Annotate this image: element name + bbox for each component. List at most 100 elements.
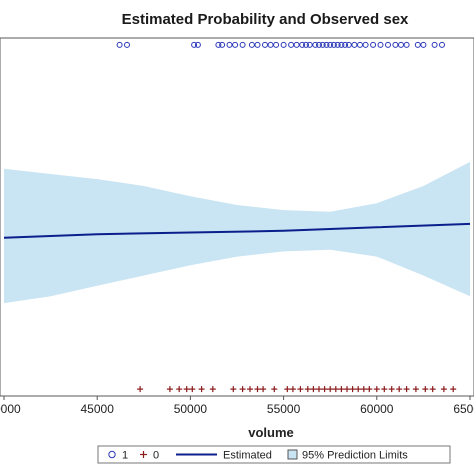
observed-1-point	[342, 41, 349, 48]
legend-label-1: 1	[122, 450, 128, 462]
legend-box-icon	[287, 449, 298, 460]
observed-1-point	[357, 41, 363, 48]
observed-0-point	[381, 386, 388, 393]
observed-0-point	[332, 386, 339, 393]
observed-0-point	[297, 386, 304, 393]
observed-0-point	[260, 386, 267, 393]
observed-1-point	[330, 41, 337, 48]
observed-0-point	[239, 386, 246, 393]
observed-0-point	[304, 386, 311, 393]
observed-0-point	[176, 386, 183, 393]
observed-0-point	[355, 386, 362, 393]
observed-0-point	[247, 386, 253, 393]
observed-1-point	[262, 41, 268, 48]
observed-0-point	[271, 386, 278, 393]
legend-box	[97, 445, 451, 464]
observed-1-point	[306, 41, 313, 48]
observed-1-point	[414, 41, 421, 48]
x-tick-label: 50000	[174, 402, 208, 416]
x-axis-ticks: 40000 45000 50000 55000 60000 65000	[0, 396, 474, 416]
observed-1-point	[124, 41, 130, 48]
observed-0-point	[327, 386, 334, 393]
observed-0-point	[254, 386, 261, 393]
estimated-line	[3, 222, 471, 239]
x-tick-label: 40000	[0, 402, 21, 416]
observed-1-point	[323, 41, 330, 48]
x-tick-label: 45000	[81, 402, 115, 416]
observed-1-point	[351, 41, 358, 48]
observed-0-point	[440, 386, 447, 393]
observed-1-point	[191, 41, 198, 48]
observed-1-points	[116, 41, 445, 48]
observed-1-point	[254, 41, 261, 48]
observed-0-point	[373, 386, 380, 393]
observed-0-point	[209, 386, 216, 393]
observed-1-point	[370, 41, 377, 48]
observed-0-point	[360, 386, 367, 393]
x-tick-label: 65000	[453, 402, 474, 416]
x-tick-label: 60000	[360, 402, 394, 416]
observed-1-point	[248, 41, 255, 48]
observed-0-point	[422, 386, 429, 393]
chart-title: Estimated Probability and Observed sex	[122, 11, 409, 28]
x-axis-label: volume	[248, 425, 294, 440]
observed-1-point	[303, 41, 309, 48]
observed-1-point	[392, 41, 399, 48]
observed-0-point	[284, 386, 291, 393]
observed-1-point	[420, 41, 427, 48]
observed-1-point	[316, 41, 322, 48]
observed-0-points	[137, 386, 457, 393]
observed-1-point	[398, 41, 404, 48]
observed-0-point	[316, 386, 322, 393]
observed-0-point	[137, 386, 144, 393]
observed-1-point	[226, 41, 233, 48]
observed-1-point	[215, 41, 222, 48]
observed-1-point	[232, 41, 239, 48]
legend-circle-icon	[108, 450, 116, 459]
observed-0-point	[230, 386, 237, 393]
x-tick-label: 55000	[267, 402, 301, 416]
observed-1-point	[219, 41, 226, 48]
observed-1-point	[299, 41, 306, 48]
observed-1-point	[431, 41, 438, 48]
legend-label-estimated: Estimated	[223, 450, 272, 462]
observed-1-point	[362, 41, 369, 48]
observed-1-point	[327, 41, 334, 48]
observed-0-point	[183, 386, 190, 393]
observed-0-point	[349, 386, 356, 393]
observed-0-point	[450, 386, 457, 393]
observed-1-point	[403, 41, 410, 48]
observed-1-point	[312, 41, 319, 48]
observed-0-point	[396, 386, 403, 393]
observed-1-point	[439, 41, 445, 48]
observed-0-point	[166, 386, 173, 393]
observed-1-point	[273, 41, 280, 48]
legend-label-0: 0	[153, 450, 159, 462]
observed-1-point	[280, 41, 287, 48]
observed-0-point	[321, 386, 328, 393]
observed-0-point	[429, 386, 436, 393]
observed-1-point	[319, 41, 326, 48]
legend-plus-icon	[140, 451, 147, 458]
observed-1-point	[116, 41, 123, 48]
observed-1-point	[194, 41, 201, 48]
observed-0-point	[198, 386, 205, 393]
observed-1-point	[293, 41, 300, 48]
legend-label-prediction-limits: 95% Prediction Limits	[302, 450, 408, 462]
observed-0-point	[289, 386, 296, 393]
observed-0-point	[310, 386, 317, 393]
observed-0-point	[388, 386, 395, 393]
observed-1-point	[338, 41, 345, 48]
observed-0-point	[344, 386, 350, 393]
observed-1-point	[377, 41, 384, 48]
observed-0-point	[412, 386, 419, 393]
observed-0-point	[338, 386, 345, 393]
observed-0-point	[189, 386, 196, 393]
observed-1-point	[334, 41, 341, 48]
observed-0-point	[366, 386, 373, 393]
observed-1-point	[385, 41, 391, 48]
observed-1-point	[239, 41, 246, 48]
observed-0-point	[403, 386, 410, 393]
observed-1-point	[345, 41, 352, 48]
